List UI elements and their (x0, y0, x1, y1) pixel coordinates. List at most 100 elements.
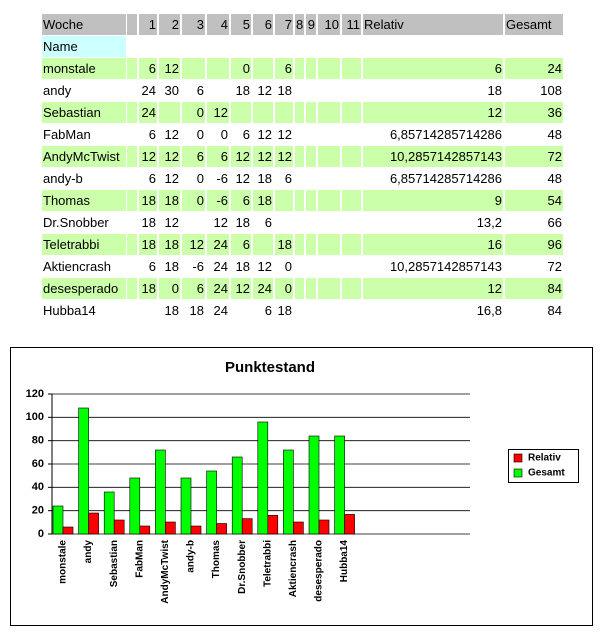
value-cell: 12 (363, 278, 503, 299)
value-cell: 18 (275, 234, 293, 255)
name-cell: monstale (42, 58, 126, 79)
value-cell (295, 58, 304, 79)
value-cell (306, 234, 316, 255)
value-cell: 6 (275, 168, 293, 189)
value-cell: 54 (505, 190, 563, 211)
value-cell (127, 212, 137, 233)
y-tick-label: 20 (32, 505, 44, 517)
value-cell: 10,2857142857143 (363, 146, 503, 167)
value-cell (342, 256, 361, 277)
value-cell (306, 278, 316, 299)
header-cell: 11 (342, 14, 361, 35)
x-tick-label: desesperado (314, 540, 325, 602)
value-cell: 0 (182, 168, 205, 189)
name-cell: Thomas (42, 190, 126, 211)
value-cell (295, 124, 304, 145)
value-cell: 18 (253, 168, 273, 189)
value-cell: 12 (159, 212, 180, 233)
x-tick-label: monstale (58, 540, 69, 584)
value-cell (231, 102, 251, 123)
value-cell (295, 168, 304, 189)
value-cell: 84 (505, 278, 563, 299)
value-cell: 6 (139, 168, 157, 189)
value-cell: 12 (182, 234, 205, 255)
value-cell (182, 58, 205, 79)
bar (52, 505, 64, 535)
value-cell (318, 256, 340, 277)
value-cell: 18 (275, 300, 293, 321)
value-cell (342, 146, 361, 167)
empty-cell (231, 36, 251, 57)
legend-label: Gesamt (528, 468, 565, 479)
bar (283, 449, 294, 535)
name-cell: AndyMcTwist (42, 146, 126, 167)
value-cell (253, 234, 273, 255)
value-cell (342, 124, 361, 145)
value-cell: 48 (505, 168, 563, 189)
name-cell: andy (42, 80, 126, 101)
chart-title: Punktestand (225, 359, 315, 376)
name-cell: Teletrabbi (42, 234, 126, 255)
value-cell (342, 300, 361, 321)
bar (267, 515, 279, 535)
value-cell: 12 (159, 58, 180, 79)
bar (88, 512, 99, 535)
value-cell (306, 58, 316, 79)
value-cell: 30 (159, 80, 180, 101)
value-cell (342, 190, 361, 211)
value-cell (127, 234, 137, 255)
bar (241, 518, 253, 535)
value-cell: 36 (505, 102, 563, 123)
bar (62, 526, 74, 535)
bar (113, 519, 125, 535)
value-cell: 24 (505, 58, 563, 79)
value-cell: 9 (363, 190, 503, 211)
value-cell (318, 168, 340, 189)
value-cell: 0 (159, 278, 180, 299)
value-cell (318, 102, 340, 123)
chart-frame (10, 347, 593, 626)
value-cell (127, 168, 137, 189)
empty-cell (253, 36, 273, 57)
bar (318, 519, 330, 535)
empty-cell (139, 36, 157, 57)
name-cell: Dr.Snobber (42, 212, 126, 233)
value-cell (318, 124, 340, 145)
value-cell (318, 58, 340, 79)
name-cell: Sebastian (42, 102, 126, 123)
value-cell (318, 80, 340, 101)
value-cell (306, 168, 316, 189)
value-cell: 6 (363, 58, 503, 79)
value-cell: 24 (207, 256, 229, 277)
value-cell: 48 (505, 124, 563, 145)
value-cell (295, 146, 304, 167)
value-cell: 18 (231, 256, 251, 277)
value-cell: 18 (139, 212, 157, 233)
value-cell: 18 (275, 80, 293, 101)
value-cell (318, 146, 340, 167)
value-cell (231, 300, 251, 321)
bar (103, 491, 115, 535)
value-cell: 18 (159, 190, 180, 211)
value-cell (295, 80, 304, 101)
value-cell: 6 (139, 256, 157, 277)
value-cell: 18 (139, 190, 157, 211)
value-cell (318, 190, 340, 211)
value-cell (306, 190, 316, 211)
value-cell: 96 (505, 234, 563, 255)
value-cell (127, 278, 137, 299)
name-cell: andy-b (42, 168, 126, 189)
x-tick-label: Thomas (211, 540, 222, 579)
value-cell (295, 300, 304, 321)
bar (129, 477, 141, 535)
x-tick-label: Dr.Snobber (237, 540, 248, 594)
value-cell: 66 (505, 212, 563, 233)
value-cell: 6,85714285714286 (363, 124, 503, 145)
x-tick-label: Teletrabbi (262, 540, 273, 587)
value-cell (127, 102, 137, 123)
value-cell: 18 (253, 190, 273, 211)
empty-cell (207, 36, 229, 57)
value-cell (295, 102, 304, 123)
value-cell: 24 (139, 102, 157, 123)
value-cell (342, 80, 361, 101)
